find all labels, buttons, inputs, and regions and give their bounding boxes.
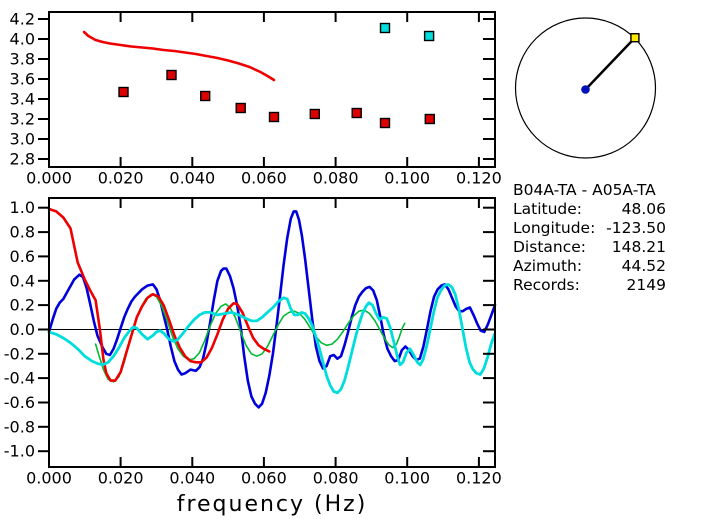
y-tick-label: -0.8 (4, 417, 35, 436)
y-tick-label: 3.4 (10, 90, 35, 109)
blue-curve (47, 210, 497, 409)
azimuth-needle (584, 36, 636, 91)
x-tick-label: 0.080 (313, 169, 359, 188)
y-tick-label: -1.0 (4, 442, 35, 461)
y-tick-label: 1.0 (10, 198, 35, 217)
x-tick-label: 0.040 (169, 469, 215, 488)
y-tick-label: -0.6 (4, 393, 35, 412)
y-tick-label: 4.0 (10, 30, 35, 49)
y-tick-label: 4.2 (10, 10, 35, 29)
info-label: Azimuth: (513, 257, 583, 275)
info-row: Distance: 148.21 (513, 238, 666, 257)
x-tick-label: 0.060 (241, 469, 287, 488)
info-row: Azimuth: 44.52 (513, 257, 666, 276)
azimuth-dial-circle (514, 17, 657, 159)
y-tick-label: 3.2 (10, 110, 35, 129)
y-tick-label: 3.6 (10, 70, 35, 89)
red-square-points (424, 113, 435, 125)
info-value: 44.52 (621, 257, 666, 275)
plot-frame (48, 197, 496, 468)
red-square-points (235, 102, 246, 114)
x-tick-label: 0.020 (98, 469, 144, 488)
red-square-points (268, 111, 280, 123)
cyan-square-points (379, 22, 391, 34)
y-tick-label: -0.4 (4, 369, 35, 388)
red-square-points (166, 69, 177, 81)
info-label: Longitude: (513, 219, 596, 237)
x-tick-label: 0.020 (98, 169, 144, 188)
x-tick-label: 0.100 (384, 169, 430, 188)
info-label: Distance: (513, 238, 586, 256)
y-tick-label: 0.6 (10, 247, 35, 266)
x-tick-label: 0.060 (241, 169, 287, 188)
info-value: 2149 (626, 276, 666, 294)
y-tick-label: 2.8 (10, 150, 35, 169)
plot-frame (48, 11, 496, 168)
y-tick-label: 0.4 (10, 271, 35, 290)
x-axis-title: frequency (Hz) (177, 492, 368, 517)
x-tick-label: 0.000 (26, 169, 72, 188)
x-tick-label: 0.080 (313, 469, 359, 488)
x-tick-label: 0.120 (456, 469, 502, 488)
info-label: Latitude: (513, 200, 583, 218)
y-tick-label: 0.2 (10, 296, 35, 315)
y-tick-label: 0.8 (10, 223, 35, 242)
dial-center-dot (581, 85, 590, 94)
y-tick-label: 3.8 (10, 50, 35, 69)
station-info-rows: Latitude: 48.06 Longitude: -123.50 Distance:… (513, 200, 666, 295)
x-tick-label: 0.040 (169, 169, 215, 188)
info-row: Records: 2149 (513, 276, 666, 295)
info-value: 48.06 (621, 200, 666, 218)
station-pair-title: B04A-TA - A05A-TA (513, 181, 656, 199)
info-label: Records: (513, 276, 580, 294)
azimuth-marker-square (630, 33, 640, 43)
info-row: Latitude: 48.06 (513, 200, 666, 219)
y-tick-label: 3.0 (10, 130, 35, 149)
x-tick-label: 0.120 (456, 169, 502, 188)
x-tick-label: 0.000 (26, 469, 72, 488)
red-square-points (118, 86, 129, 98)
red-square-points (199, 90, 211, 102)
y-tick-label: -0.2 (4, 344, 35, 363)
info-row: Longitude: -123.50 (513, 219, 666, 238)
red-square-points (309, 108, 320, 120)
info-value: 148.21 (611, 238, 666, 256)
station-info-panel: B04A-TA - A05A-TA Latitude: 48.06 Longitud… (513, 181, 666, 295)
red-model-curve (82, 30, 276, 82)
red-square-points (379, 117, 391, 129)
y-tick-label: 0.0 (10, 320, 35, 339)
cyan-square-points (423, 30, 435, 42)
info-value: -123.50 (606, 219, 666, 237)
cyan-curve (47, 282, 497, 395)
x-tick-label: 0.100 (384, 469, 430, 488)
red-curve (47, 207, 271, 382)
red-square-points (351, 107, 362, 119)
